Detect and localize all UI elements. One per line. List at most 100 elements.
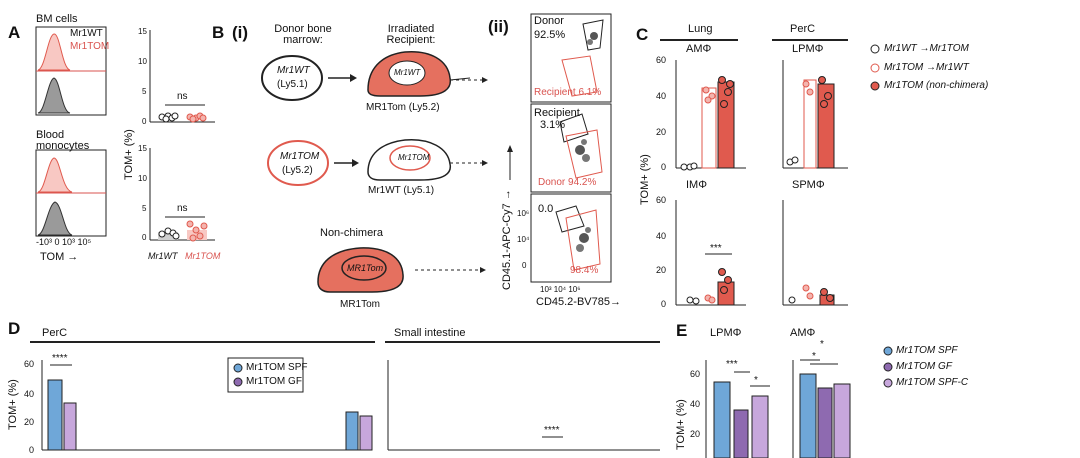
a-ytick: 5 (142, 204, 147, 213)
row1-donor: Mr1WT (277, 65, 310, 76)
recipient-mouse-2 (367, 139, 452, 181)
facs-plot-3 (530, 193, 612, 283)
e-ytick: 20 (690, 429, 701, 439)
facs2-donor: Donor 94.2% (538, 177, 597, 188)
legend-wt: Mr1WT (70, 28, 103, 39)
histogram-bm (35, 26, 107, 116)
facs1-recipient: Recipient 6.1% (534, 87, 602, 98)
nonchimera-title: Non-chimera (320, 227, 383, 239)
c-sig: *** (710, 243, 722, 254)
e-legend-item: Mr1TOM GF (896, 361, 952, 372)
a-ytick: 15 (138, 27, 147, 36)
recipient-header: Irradiated Recipient: (386, 23, 436, 46)
nonchimera-label: MR1Tom (340, 299, 381, 310)
dashed-arrow-1 (450, 77, 488, 83)
e-ytick: 40 (690, 399, 701, 409)
facs-plot-2 (530, 103, 612, 193)
panel-a-label: A (8, 23, 21, 42)
c-ytick: 40 (656, 231, 667, 241)
a-dotplot-top (149, 30, 215, 123)
panel-c-label: C (636, 25, 649, 44)
facs-plot-1 (530, 13, 612, 103)
d-ytick: 60 (24, 359, 35, 369)
c-ytick: 60 (656, 55, 667, 65)
a-ytick: 15 (138, 144, 147, 153)
facs3-top: 0.0 (538, 203, 554, 215)
c-lpm-title: LPMΦ (792, 43, 824, 55)
d-perc-header: PerC (42, 327, 68, 339)
e-legend-markers (883, 346, 893, 388)
facs-ytick: 0 (522, 261, 527, 270)
c-legend-item: Mr1TOM (non-chimera) (884, 80, 989, 91)
d-sig-perc: **** (52, 353, 68, 364)
facs2-recipient: Recipient (534, 107, 580, 119)
e-ytick: 60 (690, 369, 701, 379)
c-ytick: 20 (656, 127, 667, 137)
row2-recipient-label: Mr1WT (Ly5.1) (368, 185, 435, 196)
a-ytick: 5 (142, 87, 147, 96)
d-sig-si: **** (544, 425, 560, 436)
row2-donor: Mr1TOM (280, 151, 320, 162)
recipient-mouse-1 (367, 51, 471, 97)
e-legend-item: Mr1TOM SPF (896, 345, 958, 356)
a-ytick: 0 (142, 117, 147, 126)
c-lung-header: Lung (688, 23, 713, 35)
d-legend-item: Mr1TOM SPF (246, 362, 308, 373)
nonchimera-mouse (317, 247, 404, 293)
a-ytick: 10 (138, 57, 147, 66)
dashed-arrow-2 (450, 160, 488, 166)
facs-ytick: 10⁴ (517, 235, 530, 244)
dashed-arrow-3 (415, 267, 486, 273)
ns-top: ns (177, 91, 188, 102)
e-am-title: AMΦ (790, 327, 816, 339)
c-ytick: 60 (656, 195, 667, 205)
panel-e-label: E (676, 321, 688, 340)
panel-b-sub-ii: (ii) (488, 17, 509, 36)
d-si-header: Small intestine (394, 327, 466, 339)
tom-axis-label: TOM → (40, 251, 79, 263)
e-sig: *** (726, 359, 738, 370)
c-ytick: 20 (656, 265, 667, 275)
a-dotplot-bottom (149, 148, 215, 242)
donor-bone-marrow-2 (267, 140, 359, 186)
d-axes (41, 360, 660, 451)
bm-cells-title: BM cells (36, 13, 78, 25)
ns-bottom: ns (177, 203, 188, 214)
c-perc-header: PerC (790, 23, 816, 35)
nonchimera-inner: MR1Tom (347, 263, 384, 273)
facs2-recipient-val: 3.1% (540, 119, 566, 131)
e-sig: * (820, 339, 824, 350)
facs1-donor-val: 92.5% (534, 29, 566, 41)
facs-x-axis-label: CD45.2-BV785→ (536, 296, 621, 308)
blood-monocytes-title: Blood monocytes (36, 129, 90, 152)
c-am-title: AMΦ (686, 43, 712, 55)
facs3-bottom: 98.4% (570, 265, 599, 276)
a-x-wt: Mr1WT (148, 251, 178, 261)
e-sig: * (812, 351, 816, 362)
c-spm-title: SPMΦ (792, 179, 825, 191)
e-y-axis-label: TOM+ (%) (675, 399, 687, 450)
row1-recipient-inner: Mr1WT (394, 68, 421, 77)
legend-tom: Mr1TOM (70, 41, 110, 52)
c-dots (680, 76, 834, 305)
a-ytick: 0 (142, 233, 147, 242)
panel-b-sub-i: (i) (232, 23, 249, 42)
histogram-blood (35, 149, 107, 237)
panel-d-label: D (8, 319, 21, 338)
a-ytick: 10 (138, 174, 147, 183)
e-sig: * (754, 375, 758, 386)
c-legend-item: Mr1TOM →Mr1WT (884, 62, 969, 73)
c-ytick: 40 (656, 91, 667, 101)
donor-header: Donor bone marrow: (274, 23, 332, 46)
row2-recipient-inner: Mr1TOM (398, 153, 430, 162)
row2-donor-sub: (Ly5.2) (282, 165, 313, 176)
c-legend-markers (870, 44, 880, 91)
facs-xtick: 10³ 10⁴ 10⁶ (540, 285, 581, 294)
e-legend-item: Mr1TOM SPF-C (896, 377, 969, 388)
facs1-donor: Donor (534, 15, 564, 27)
facs-y-axis-label: CD45.1-APC-Cy7 → (501, 189, 513, 290)
a-x-tom: Mr1TOM (185, 251, 221, 261)
c-ytick: 0 (661, 299, 667, 309)
e-bars (713, 373, 851, 458)
